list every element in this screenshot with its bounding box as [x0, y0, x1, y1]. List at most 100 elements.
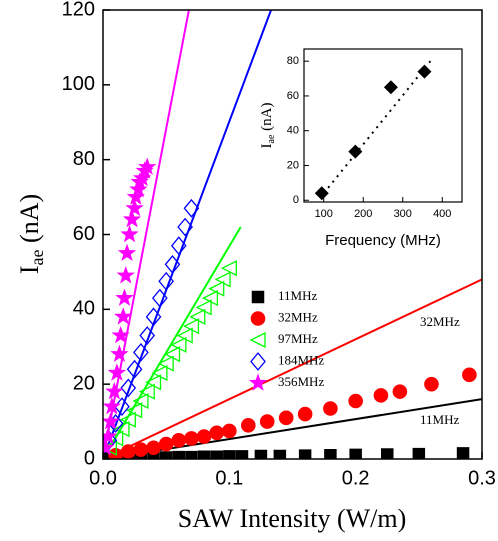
marker [412, 447, 426, 459]
x-tick-label: 0.3 [468, 467, 496, 489]
marker [456, 447, 470, 459]
legend-marker [250, 352, 266, 371]
y-tick-label: 60 [73, 223, 95, 245]
marker [120, 224, 139, 243]
marker [146, 440, 161, 456]
y-label-main: I [15, 265, 44, 274]
x-tick-label: 0.0 [89, 467, 117, 489]
marker [114, 307, 133, 325]
legend-label: 11MHz [278, 288, 317, 303]
inset-y-label-main: I [259, 143, 275, 148]
annotation: 32MHz [420, 314, 460, 329]
inset-y-tick-label: 20 [287, 159, 299, 171]
marker [189, 308, 206, 325]
marker [220, 260, 237, 277]
marker [119, 411, 136, 428]
annotation: 11MHz [420, 412, 459, 427]
marker [183, 198, 200, 218]
x-axis-label: SAW Intensity (W/m) [178, 504, 407, 533]
x-tick-label: 0.2 [342, 467, 370, 489]
marker [110, 344, 129, 363]
marker [145, 374, 162, 391]
marker [177, 217, 193, 237]
marker [115, 288, 134, 306]
marker [171, 432, 187, 448]
marker [373, 388, 389, 403]
marker [138, 157, 157, 175]
marker [103, 438, 115, 456]
inset-y-label-unit: (nA) [259, 103, 275, 135]
overlay: 0.0 0.1 0.2 0.3 0 20 40 60 80 100 120 11MHz 32MHz 97M… [62, 0, 496, 489]
marker [176, 327, 193, 344]
inset-x-label: Frequency (MHz) [325, 232, 441, 249]
x-tick-label: 0.1 [215, 467, 243, 489]
marker [196, 429, 212, 444]
marker [348, 393, 363, 409]
inset-x-tick-label: 400 [433, 208, 451, 220]
marker [107, 363, 127, 381]
marker [116, 266, 135, 284]
marker [138, 383, 155, 400]
fit-line [103, 226, 242, 459]
marker [133, 442, 149, 457]
marker [380, 448, 394, 459]
marker [235, 450, 249, 459]
marker [159, 451, 173, 459]
y-tick-label: 40 [73, 298, 95, 320]
marker [151, 364, 168, 381]
y-tick-label: 120 [62, 0, 95, 20]
marker [103, 426, 118, 445]
inset-y-label: Iae (nA) [259, 103, 277, 149]
legend-label: 32MHz [278, 309, 318, 324]
marker [113, 421, 130, 438]
y-tick-label: 100 [62, 73, 95, 95]
marker [122, 209, 142, 228]
marker [133, 342, 149, 362]
marker [120, 378, 137, 398]
inset-marker [417, 64, 432, 79]
marker [170, 236, 187, 256]
inset-marker [383, 80, 398, 95]
marker [117, 243, 137, 261]
marker [201, 290, 219, 307]
marker [209, 425, 225, 441]
marker [139, 326, 156, 345]
marker [111, 325, 130, 344]
legend-marker [249, 331, 266, 349]
inset-fit-line [322, 60, 432, 194]
legend-marker [251, 290, 265, 304]
marker [214, 271, 231, 288]
marker [297, 406, 313, 422]
y-axis-label: Iae (nA) [15, 194, 47, 274]
marker [145, 307, 162, 327]
marker [392, 384, 408, 399]
marker [254, 449, 268, 459]
inset-marker [348, 144, 363, 159]
marker [132, 392, 149, 410]
inset: 100 200 300 400 0 20 40 60 80 Frequency (MHz) Iae … [259, 48, 463, 249]
marker [324, 449, 337, 459]
plot-area [103, 10, 482, 459]
y-tick-label: 20 [73, 372, 95, 394]
inset-marker [314, 186, 329, 201]
marker [424, 376, 439, 392]
legend-marker [250, 311, 266, 326]
marker [273, 449, 287, 459]
inset-x-tick-label: 200 [354, 208, 372, 220]
marker [158, 271, 175, 291]
inset-y-tick-label: 60 [287, 90, 299, 102]
marker [164, 346, 181, 363]
legend-label: 97MHz [278, 331, 318, 346]
marker [103, 411, 120, 430]
marker [157, 355, 174, 372]
y-tick-label: 0 [84, 447, 95, 469]
marker [126, 359, 143, 379]
fit-line [103, 10, 272, 459]
marker [105, 382, 124, 400]
inset-x-tick-label: 100 [315, 208, 333, 220]
marker [259, 414, 275, 429]
y-tick-label: 80 [73, 148, 95, 170]
inset-x-tick-label: 300 [394, 208, 412, 220]
fit-line [103, 10, 190, 459]
